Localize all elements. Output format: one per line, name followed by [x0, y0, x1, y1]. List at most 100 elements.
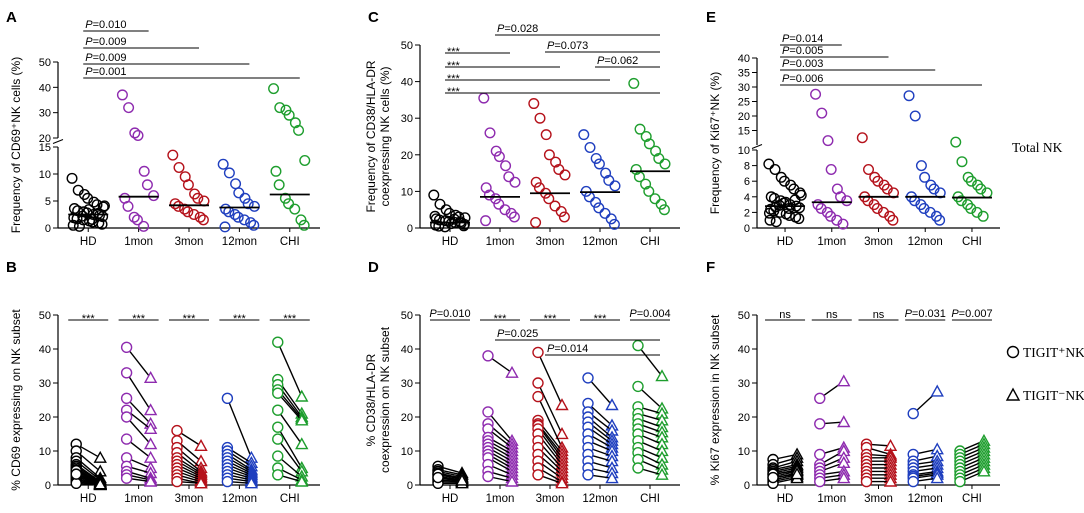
- y-tick-label: 20: [39, 133, 51, 145]
- p-value: =0.031: [912, 308, 946, 320]
- y-axis-title-line: % CD38/HLA-DR: [364, 353, 378, 446]
- tigit-neg-point: [837, 415, 851, 428]
- data-point: [223, 167, 235, 179]
- data-point: [783, 202, 795, 214]
- p-value: =0.010: [93, 19, 127, 31]
- data-point: [490, 145, 502, 157]
- data-point: [73, 220, 85, 232]
- data-point: [640, 178, 652, 190]
- data-point: [815, 202, 827, 214]
- data-point: [148, 190, 160, 202]
- series-3mon: [171, 424, 208, 489]
- y-axis-title: Frequency of Ki67⁺NK (%): [708, 72, 722, 214]
- tigit-pos-point: [632, 462, 644, 474]
- x-tick-label-12mon: 12mon: [222, 236, 257, 248]
- tigit-pos-point: [171, 475, 183, 488]
- data-point: [238, 214, 250, 226]
- data-point: [229, 208, 241, 220]
- y-tick-label: 40: [39, 82, 51, 94]
- y-tick-label: 15: [39, 142, 51, 154]
- tigit-pos-point: [814, 475, 826, 488]
- p-value: =0.010: [437, 308, 471, 320]
- significance-label: P=0.031: [905, 308, 946, 320]
- x-tick-label-HD: HD: [80, 236, 97, 248]
- series-CHI: [954, 433, 991, 488]
- p-symbol: P: [497, 328, 505, 340]
- significance-label: P=0.028: [497, 23, 538, 35]
- data-point: [194, 211, 206, 223]
- data-point: [816, 107, 828, 119]
- data-point: [658, 204, 670, 216]
- x-tick-label-1mon: 1mon: [124, 236, 153, 248]
- data-point: [289, 203, 301, 215]
- p-symbol: P: [85, 52, 93, 64]
- tigit-pos-point: [70, 468, 82, 480]
- series-HD: [66, 172, 110, 232]
- y-axis-title: % CD38/HLA-DRcoexpression on NK subset: [364, 326, 392, 473]
- data-point: [505, 207, 517, 219]
- tigit-neg-point: [555, 476, 569, 489]
- data-point: [129, 127, 141, 139]
- tigit-pos-point: [814, 448, 826, 461]
- significance-label: P=0.014: [547, 343, 588, 355]
- data-point: [279, 192, 291, 204]
- data-point: [448, 213, 460, 225]
- data-point: [653, 152, 665, 164]
- tigit-neg-point: [555, 427, 569, 440]
- x-tick-label-HD: HD: [777, 236, 794, 248]
- tigit-pos-point: [272, 450, 284, 462]
- data-point: [600, 167, 612, 179]
- data-point: [643, 185, 655, 197]
- significance-label: P=0.007: [951, 308, 992, 320]
- p-symbol: P: [905, 308, 913, 320]
- tigit-pos-point: [272, 387, 284, 399]
- x-tick-label-12mon: 12mon: [222, 493, 257, 505]
- tigit-neg-point: [655, 369, 669, 382]
- data-point: [530, 176, 542, 188]
- data-point: [593, 158, 605, 170]
- data-point: [98, 200, 110, 212]
- pair-line: [226, 398, 253, 459]
- data-point: [128, 211, 140, 223]
- x-tick-label-1mon: 1mon: [817, 236, 846, 248]
- data-point: [528, 98, 540, 110]
- p-symbol: P: [547, 40, 555, 52]
- series-CHI: [628, 77, 671, 216]
- data-point: [68, 203, 80, 215]
- y-axis-title-line: % Ki67 expression in NK subset: [708, 314, 722, 485]
- data-point: [825, 163, 837, 175]
- tigit-neg-point: [837, 471, 851, 484]
- data-point: [649, 193, 661, 205]
- data-point: [903, 90, 915, 102]
- panel-B: 0 10 20 30 40 50 HD 1mon 3mon 12mon CHI % CD69 expr…: [6, 259, 320, 505]
- data-point: [248, 200, 260, 212]
- series-CHI: [268, 83, 311, 231]
- tigit-neg-point: [143, 421, 158, 434]
- data-point: [881, 183, 893, 195]
- series-1mon: [116, 89, 160, 232]
- data-point: [878, 179, 890, 191]
- significance-label: P=0.003: [782, 58, 823, 70]
- p-value: =0.025: [504, 328, 538, 340]
- y-tick-label: 40: [738, 53, 750, 65]
- y-axis-title-line: coexpression on NK subset: [378, 326, 392, 473]
- tigit-pos-point: [432, 471, 444, 484]
- data-point: [499, 204, 511, 216]
- y-axis-title-line: % CD69 expressing on NK subset: [9, 309, 23, 491]
- data-point: [915, 199, 927, 211]
- data-point: [975, 183, 987, 195]
- y-tick-label: 10: [39, 169, 51, 181]
- data-point: [490, 193, 502, 205]
- tigit-pos-point: [171, 424, 183, 437]
- p-value: =0.009: [93, 52, 127, 64]
- significance-label: ***: [494, 313, 508, 325]
- y-axis-title-line: Frequency of CD69⁺NK cells (%): [9, 57, 23, 233]
- series-1mon: [482, 350, 519, 487]
- tigit-pos-point: [814, 392, 826, 404]
- tigit-pos-point: [632, 339, 644, 352]
- significance-label: ns: [873, 309, 885, 321]
- tigit-neg-point: [930, 471, 944, 484]
- pair-line: [126, 397, 152, 425]
